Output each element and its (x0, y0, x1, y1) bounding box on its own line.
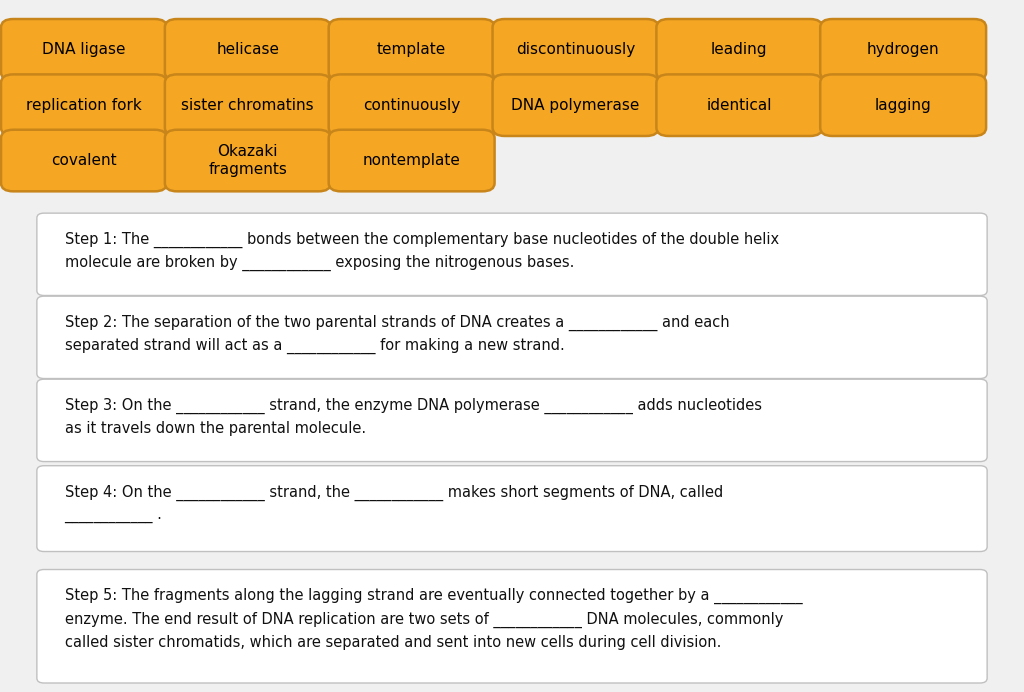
FancyBboxPatch shape (165, 75, 331, 136)
Text: template: template (377, 42, 446, 57)
FancyBboxPatch shape (37, 570, 987, 683)
Text: continuously: continuously (364, 98, 460, 113)
Text: covalent: covalent (51, 153, 117, 168)
Text: nontemplate: nontemplate (362, 153, 461, 168)
Text: DNA polymerase: DNA polymerase (511, 98, 640, 113)
FancyBboxPatch shape (656, 19, 822, 80)
FancyBboxPatch shape (37, 379, 987, 462)
FancyBboxPatch shape (1, 130, 167, 191)
Text: Step 5: The fragments along the lagging strand are eventually connected together: Step 5: The fragments along the lagging … (65, 588, 802, 650)
FancyBboxPatch shape (329, 19, 495, 80)
Text: helicase: helicase (216, 42, 280, 57)
Text: Okazaki
fragments: Okazaki fragments (208, 145, 288, 176)
FancyBboxPatch shape (37, 296, 987, 379)
FancyBboxPatch shape (165, 130, 331, 191)
Text: discontinuously: discontinuously (516, 42, 635, 57)
Text: sister chromatins: sister chromatins (181, 98, 314, 113)
Text: Step 4: On the ____________ strand, the ____________ makes short segments of DNA: Step 4: On the ____________ strand, the … (65, 484, 723, 524)
Text: leading: leading (711, 42, 768, 57)
Text: Step 2: The separation of the two parental strands of DNA creates a ____________: Step 2: The separation of the two parent… (65, 315, 729, 354)
FancyBboxPatch shape (37, 213, 987, 295)
FancyBboxPatch shape (820, 19, 986, 80)
FancyBboxPatch shape (165, 19, 331, 80)
FancyBboxPatch shape (329, 130, 495, 191)
Text: hydrogen: hydrogen (867, 42, 939, 57)
FancyBboxPatch shape (493, 19, 658, 80)
FancyBboxPatch shape (820, 75, 986, 136)
Text: Step 3: On the ____________ strand, the enzyme DNA polymerase ____________ adds : Step 3: On the ____________ strand, the … (65, 398, 762, 436)
Text: DNA ligase: DNA ligase (42, 42, 126, 57)
FancyBboxPatch shape (37, 466, 987, 552)
FancyBboxPatch shape (1, 75, 167, 136)
FancyBboxPatch shape (493, 75, 658, 136)
FancyBboxPatch shape (656, 75, 822, 136)
FancyBboxPatch shape (329, 75, 495, 136)
Text: replication fork: replication fork (26, 98, 142, 113)
FancyBboxPatch shape (1, 19, 167, 80)
Text: lagging: lagging (874, 98, 932, 113)
Text: identical: identical (707, 98, 772, 113)
Text: Step 1: The ____________ bonds between the complementary base nucleotides of the: Step 1: The ____________ bonds between t… (65, 232, 778, 271)
